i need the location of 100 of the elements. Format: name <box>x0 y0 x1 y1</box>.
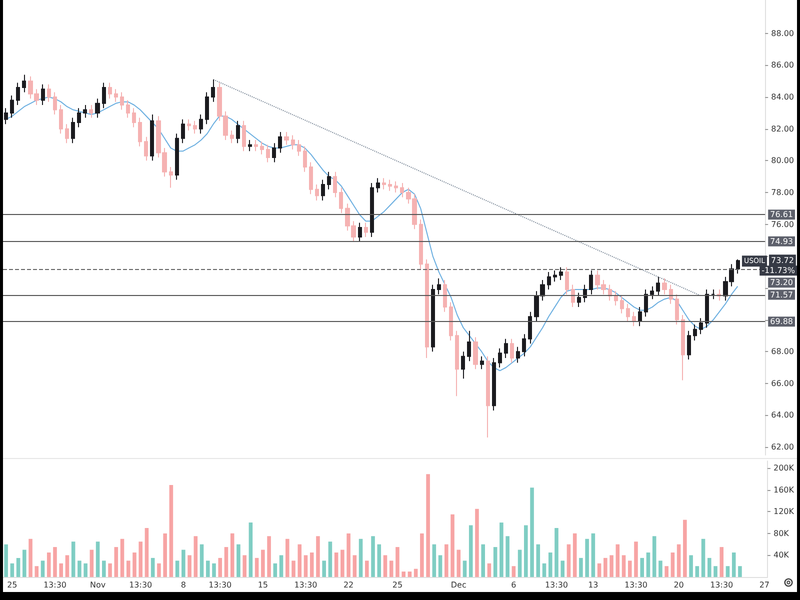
candlestick <box>510 338 514 364</box>
candlestick <box>565 266 569 295</box>
x-tick-label: 22 <box>343 580 354 590</box>
bar <box>22 550 26 577</box>
candlestick <box>382 178 386 190</box>
bar <box>267 536 271 577</box>
bar <box>138 542 143 577</box>
bar <box>261 550 265 577</box>
candlestick <box>41 84 45 106</box>
candlestick <box>589 270 593 295</box>
bar <box>536 544 540 577</box>
candlestick <box>705 289 709 328</box>
bar <box>340 550 344 577</box>
bar <box>524 525 528 577</box>
bar <box>738 566 742 577</box>
candlestick <box>297 140 301 156</box>
candlestick <box>632 311 636 327</box>
x-tick-label: 13:30 <box>544 580 568 590</box>
y-tick-label: 200K <box>773 464 795 473</box>
bar <box>695 566 700 577</box>
bar <box>670 552 675 577</box>
x-tick-label: 13 <box>588 580 598 590</box>
bar <box>322 560 326 577</box>
candlestick <box>364 222 368 238</box>
bar <box>78 560 82 577</box>
bar <box>71 542 76 577</box>
candlestick <box>126 100 130 118</box>
candlestick <box>59 104 63 134</box>
y-tick-label: 120K <box>773 507 795 516</box>
bar <box>126 560 130 577</box>
candlestick <box>236 120 240 144</box>
candlestick <box>400 182 404 198</box>
bar <box>402 572 406 577</box>
bar <box>352 555 357 577</box>
candlestick <box>516 346 520 364</box>
y-tick-label: 68.00 <box>771 347 794 356</box>
candlestick <box>321 179 325 201</box>
y-tick-label: 62.00 <box>771 442 794 452</box>
bar <box>560 560 564 577</box>
candlestick <box>230 130 234 144</box>
candlestick <box>181 118 185 144</box>
candlestick <box>614 290 618 306</box>
bar <box>572 533 577 577</box>
x-tick-label: 20 <box>674 580 684 590</box>
candlestick <box>89 104 93 118</box>
y-tick-label: 82.00 <box>771 124 794 134</box>
bar <box>212 563 216 577</box>
candlestick <box>388 179 392 192</box>
bar <box>597 563 602 577</box>
candlestick <box>583 284 587 303</box>
candlestick <box>358 222 362 242</box>
bar <box>683 520 687 577</box>
candlestick <box>711 289 715 300</box>
candlestick <box>449 302 453 341</box>
bar <box>84 563 88 577</box>
bar <box>200 544 204 577</box>
ref-line-label: 76.61 <box>770 210 794 220</box>
candlestick <box>467 330 471 362</box>
bar <box>304 555 308 577</box>
candlestick <box>114 88 118 102</box>
candlestick <box>16 82 20 106</box>
bar <box>566 544 571 577</box>
candlestick <box>333 171 337 198</box>
bar <box>194 536 198 577</box>
bar <box>188 555 192 577</box>
bar <box>726 566 730 577</box>
bar <box>102 560 106 577</box>
bar <box>182 550 186 577</box>
candlestick <box>656 276 660 296</box>
bar <box>640 558 644 577</box>
candlestick <box>303 146 307 172</box>
bar <box>4 544 8 577</box>
bar <box>254 558 259 577</box>
y-tick-label: 88.00 <box>771 28 794 38</box>
bar <box>512 566 516 577</box>
bar <box>481 544 485 577</box>
bar <box>53 547 57 577</box>
candlestick <box>278 132 282 154</box>
candlestick <box>132 108 136 128</box>
candlestick <box>284 132 289 146</box>
bar <box>377 544 382 577</box>
y-tick-label: 76.00 <box>771 220 794 229</box>
candlestick <box>77 108 81 128</box>
candlestick <box>47 84 51 102</box>
candlestick <box>486 356 490 438</box>
candlestick <box>370 182 374 238</box>
candlestick <box>638 306 642 327</box>
candlestick <box>461 351 465 380</box>
bar <box>610 555 614 577</box>
candlestick <box>4 108 8 125</box>
candlestick <box>199 114 203 134</box>
candlestick <box>394 180 398 193</box>
bar <box>414 568 418 577</box>
x-tick-label: 13:30 <box>43 580 67 590</box>
candlestick <box>22 74 26 93</box>
bar <box>542 563 546 577</box>
candlestick <box>626 303 630 322</box>
bar <box>732 552 736 577</box>
candlestick <box>150 114 154 162</box>
bar <box>46 552 51 577</box>
